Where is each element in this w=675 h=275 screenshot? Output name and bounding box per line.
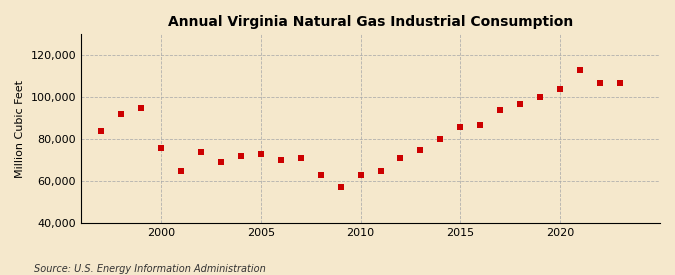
Point xyxy=(275,158,286,163)
Point xyxy=(435,137,446,141)
Point xyxy=(595,80,605,85)
Y-axis label: Million Cubic Feet: Million Cubic Feet xyxy=(15,80,25,178)
Point xyxy=(176,169,186,173)
Point xyxy=(495,108,506,112)
Point xyxy=(96,129,107,133)
Point xyxy=(215,160,226,164)
Point xyxy=(535,95,545,100)
Point xyxy=(136,106,146,110)
Point xyxy=(335,185,346,190)
Point xyxy=(615,80,626,85)
Point xyxy=(255,152,266,156)
Point xyxy=(315,173,326,177)
Point xyxy=(555,87,566,91)
Point xyxy=(395,156,406,160)
Point xyxy=(196,150,207,154)
Point xyxy=(236,154,246,158)
Point xyxy=(155,145,166,150)
Point xyxy=(115,112,126,116)
Point xyxy=(574,68,585,72)
Point xyxy=(455,125,466,129)
Point xyxy=(295,156,306,160)
Point xyxy=(375,169,386,173)
Text: Source: U.S. Energy Information Administration: Source: U.S. Energy Information Administ… xyxy=(34,264,265,274)
Point xyxy=(475,122,486,127)
Point xyxy=(355,173,366,177)
Point xyxy=(415,147,426,152)
Point xyxy=(515,101,526,106)
Title: Annual Virginia Natural Gas Industrial Consumption: Annual Virginia Natural Gas Industrial C… xyxy=(168,15,573,29)
